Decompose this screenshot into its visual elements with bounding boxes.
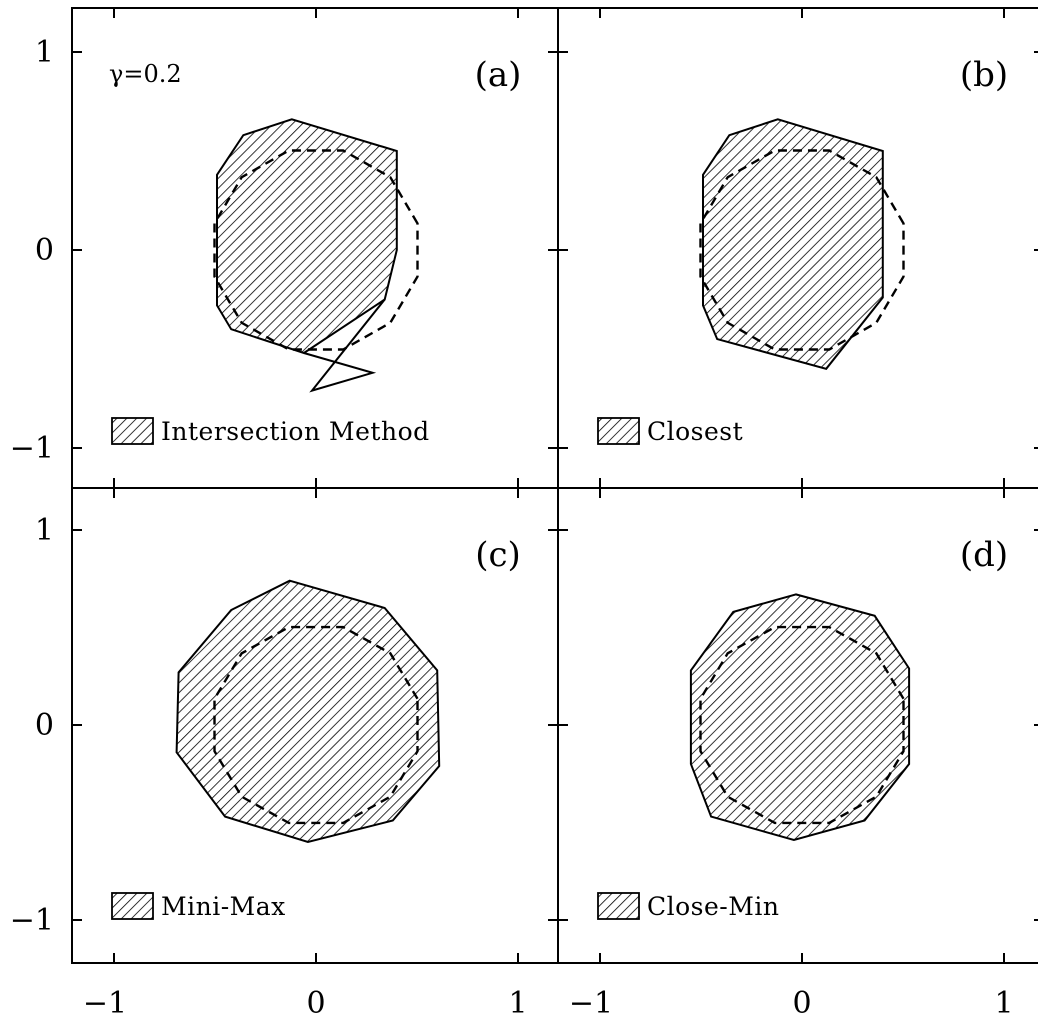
y-tick-label: −1 xyxy=(10,431,54,466)
panel-a: (a) Intersection Method γ=0.2 −1 0 1 xyxy=(10,7,559,489)
hatched-region xyxy=(702,118,884,370)
panel-label: (c) xyxy=(475,535,521,575)
reference-circle-dashed xyxy=(699,625,905,825)
reference-circle-dashed xyxy=(699,149,905,351)
y-tick-label: 0 xyxy=(35,708,54,743)
legend-label: Mini-Max xyxy=(161,892,286,921)
legend-swatch xyxy=(111,892,154,920)
legend-swatch xyxy=(597,892,640,920)
gamma-annotation: γ=0.2 xyxy=(109,60,182,88)
hatched-region xyxy=(175,579,441,844)
reference-circle-dashed xyxy=(213,625,419,825)
legend-label: Closest xyxy=(647,417,743,446)
x-tick-label: −1 xyxy=(83,986,127,1020)
legend-label: Close-Min xyxy=(647,892,779,921)
y-tick-label: 0 xyxy=(35,233,54,268)
y-tick-label: 1 xyxy=(35,35,54,70)
x-tick-label: 0 xyxy=(306,986,325,1020)
x-tick-label: −1 xyxy=(569,986,613,1020)
panel-b: (b) Closest xyxy=(557,7,1038,489)
y-tick-label: 1 xyxy=(35,513,54,548)
panel-d: (d) Close-Min −1 0 1 xyxy=(557,487,1038,1020)
x-tick-label: 1 xyxy=(994,986,1013,1020)
legend-swatch xyxy=(597,417,640,445)
panel-label: (b) xyxy=(960,55,1008,95)
region-outline-spur xyxy=(303,298,386,393)
panel-label: (a) xyxy=(475,55,522,95)
hatched-region xyxy=(689,593,911,842)
y-tick-label: −1 xyxy=(10,903,54,938)
legend-label: Intersection Method xyxy=(161,417,430,446)
legend-swatch xyxy=(111,417,154,445)
x-tick-label: 0 xyxy=(792,986,811,1020)
panel-label: (d) xyxy=(960,535,1008,575)
panel-c: (c) Mini-Max −1 0 1 −1 0 1 xyxy=(10,487,559,1020)
reference-circle-dashed xyxy=(213,149,419,351)
x-tick-label: 1 xyxy=(508,986,527,1020)
hatched-region xyxy=(216,118,398,355)
